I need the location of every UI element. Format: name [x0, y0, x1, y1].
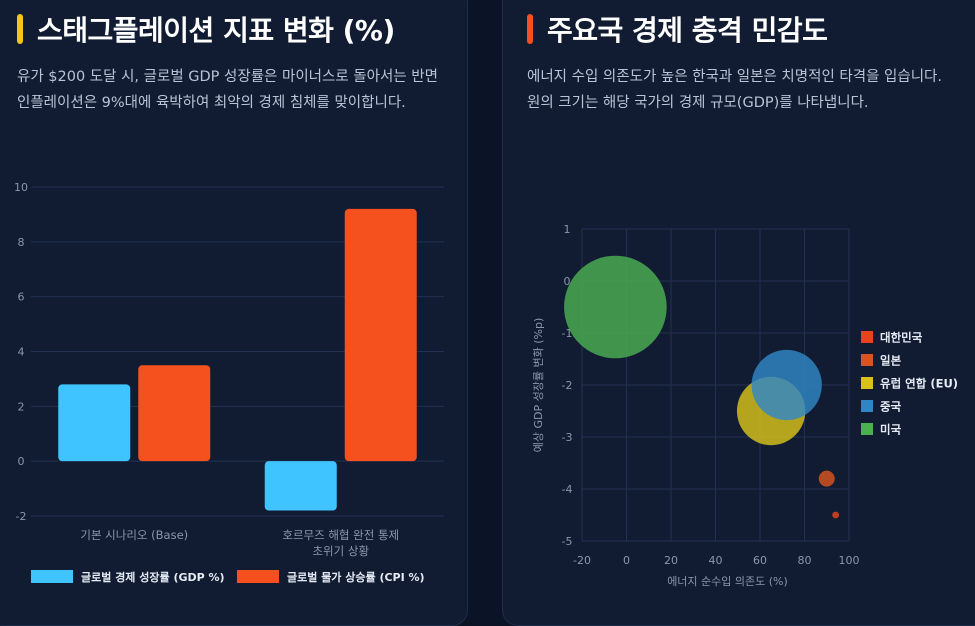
y-tick-label: -1	[562, 327, 573, 340]
x-tick-label: 80	[798, 554, 812, 567]
y-tick-label: 8	[18, 236, 25, 249]
legend-swatch-0	[861, 331, 873, 343]
y-tick-label: 4	[18, 346, 25, 359]
y-tick-label: 1	[564, 223, 571, 236]
x-tick-label: -20	[573, 554, 591, 567]
legend-swatch-1	[861, 354, 873, 366]
left-title-row: 스태그플레이션 지표 변화 (%)	[17, 9, 395, 49]
bubble-3	[751, 349, 822, 421]
y-tick-label: 2	[18, 400, 25, 413]
left-card-description: 유가 $200 도달 시, 글로벌 GDP 성장률은 마이너스로 돌아서는 반면…	[17, 69, 438, 111]
legend-swatch-4	[861, 423, 873, 435]
legend-label-0: 글로벌 경제 성장률 (GDP %)	[81, 570, 225, 584]
y-tick-label: -2	[16, 510, 27, 523]
x-tick-label: 100	[839, 554, 860, 567]
bar-0-0	[58, 384, 131, 462]
right-card: 주요국 경제 충격 민감도 에너지 수입 의존도가 높은 한국과 일본은 치명적…	[502, 0, 975, 626]
bubble-1	[818, 470, 835, 487]
legend-swatch-3	[861, 400, 873, 412]
x-category-label: 초위기 상황	[312, 544, 369, 558]
bar-1-1	[344, 208, 417, 462]
x-category-label: 기본 시나리오 (Base)	[80, 528, 188, 542]
left-card: 스태그플레이션 지표 변화 (%) 유가 $200 도달 시, 글로벌 GDP …	[0, 0, 468, 626]
left-card-title: 스태그플레이션 지표 변화 (%)	[37, 14, 395, 47]
y-axis-title: 예상 GDP 성장률 변화 (%p)	[532, 318, 545, 452]
y-tick-label: 10	[14, 181, 28, 194]
x-tick-label: 60	[753, 554, 767, 567]
x-category-label: 호르무즈 해협 완전 통제	[282, 528, 399, 542]
y-tick-label: -2	[562, 379, 573, 392]
legend-label-1: 글로벌 물가 상승률 (CPI %)	[287, 570, 425, 584]
legend-swatch-0	[31, 570, 73, 583]
y-tick-label: -3	[562, 431, 573, 444]
y-tick-label: 0	[18, 455, 25, 468]
right-card-title: 주요국 경제 충격 민감도	[547, 14, 828, 47]
legend-swatch-2	[861, 377, 873, 389]
x-tick-label: 0	[623, 554, 630, 567]
legend-label-4: 미국	[880, 423, 902, 437]
stagflation-bar-chart: -2 0 2 4 6 8 10 기본 시나리오 (Base) 호르무즈 해협 완전 통제초위기 …	[14, 181, 444, 584]
bar-1-0	[138, 365, 211, 462]
legend-label-2: 유럽 연합 (EU)	[880, 377, 958, 391]
bubble-4	[564, 255, 667, 359]
right-title-row: 주요국 경제 충격 민감도	[527, 9, 828, 49]
y-tick-label: -5	[562, 535, 573, 548]
bubble-0	[832, 511, 840, 519]
bar-0-1	[264, 461, 337, 511]
y-tick-label: 0	[564, 275, 571, 288]
sensitivity-bubble-chart: -20 0 20 40 60 80 100 1 0 -1 -2 -3 -4 -5 에너지 순수입 의존도 (…	[532, 223, 958, 588]
x-axis-title: 에너지 순수입 의존도 (%)	[667, 575, 788, 588]
x-tick-label: 20	[664, 554, 678, 567]
right-card-description: 에너지 수입 의존도가 높은 한국과 일본은 치명적인 타격을 입습니다. 원의…	[527, 69, 942, 111]
right-title-accent-bar	[527, 14, 533, 44]
left-title-accent-bar	[17, 14, 23, 44]
y-tick-label: 6	[18, 291, 25, 304]
legend-swatch-1	[237, 570, 279, 583]
x-tick-label: 40	[709, 554, 723, 567]
legend-label-3: 중국	[880, 400, 902, 414]
y-tick-label: -4	[562, 483, 573, 496]
legend-label-0: 대한민국	[880, 331, 923, 345]
legend-label-1: 일본	[880, 354, 902, 368]
